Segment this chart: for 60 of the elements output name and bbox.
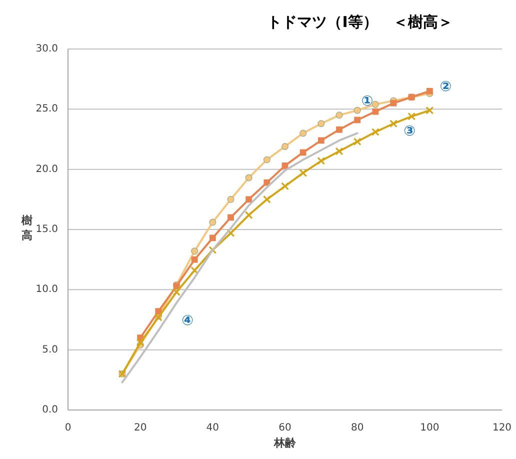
y-tick-label: 25.0 bbox=[36, 104, 58, 115]
x-tick-label: 40 bbox=[206, 422, 220, 434]
point bbox=[318, 137, 324, 144]
point bbox=[208, 246, 217, 254]
point bbox=[282, 162, 288, 169]
point bbox=[371, 128, 380, 136]
point bbox=[228, 214, 234, 221]
point bbox=[336, 126, 342, 133]
point bbox=[191, 256, 198, 263]
y-tick-label: 30.0 bbox=[36, 44, 58, 54]
point bbox=[390, 120, 398, 128]
point bbox=[354, 116, 361, 124]
y-tick-label: 5.0 bbox=[42, 344, 58, 356]
point bbox=[263, 156, 270, 164]
y-tick-label: 10.0 bbox=[36, 284, 58, 296]
point bbox=[300, 130, 307, 137]
point bbox=[372, 100, 379, 108]
x-tick-label: 60 bbox=[278, 422, 292, 434]
point bbox=[390, 100, 397, 106]
chart-title: トドマツ（Ⅰ等） ＜樹高＞ bbox=[267, 13, 453, 31]
y-tick-label: 0.0 bbox=[42, 404, 58, 416]
point bbox=[226, 229, 235, 238]
point bbox=[335, 147, 344, 156]
point bbox=[209, 234, 216, 242]
series-label: ① bbox=[361, 93, 374, 110]
point bbox=[354, 106, 361, 114]
x-tick-label: 80 bbox=[350, 422, 364, 434]
point bbox=[282, 142, 288, 150]
point bbox=[299, 168, 308, 177]
point bbox=[336, 112, 343, 119]
point bbox=[426, 106, 434, 114]
point bbox=[353, 138, 362, 146]
series-label: ③ bbox=[404, 123, 416, 140]
series-label: ④ bbox=[182, 312, 194, 329]
point bbox=[245, 174, 252, 182]
point bbox=[209, 218, 216, 226]
point bbox=[408, 112, 416, 120]
point bbox=[318, 120, 325, 128]
y-tick-label: 15.0 bbox=[36, 224, 58, 235]
point bbox=[244, 211, 253, 220]
point bbox=[300, 149, 306, 156]
x-tick-label: 0 bbox=[64, 422, 72, 434]
y-tick-label: 20.0 bbox=[36, 164, 58, 175]
series-label: ② bbox=[440, 79, 452, 96]
x-tick-label: 100 bbox=[420, 422, 440, 434]
point bbox=[190, 266, 199, 274]
point bbox=[136, 338, 144, 347]
point bbox=[227, 196, 234, 203]
point bbox=[426, 88, 433, 94]
y-axis-title: 樹高 bbox=[20, 214, 32, 242]
point bbox=[172, 288, 180, 296]
point bbox=[246, 196, 252, 203]
x-axis-title: 林齢 bbox=[273, 436, 297, 450]
point bbox=[191, 248, 198, 255]
point bbox=[262, 195, 271, 204]
x-tick-label: 120 bbox=[492, 422, 512, 434]
point bbox=[281, 182, 289, 190]
point bbox=[317, 156, 326, 165]
point bbox=[372, 108, 379, 115]
x-tick-label: 20 bbox=[134, 422, 147, 434]
